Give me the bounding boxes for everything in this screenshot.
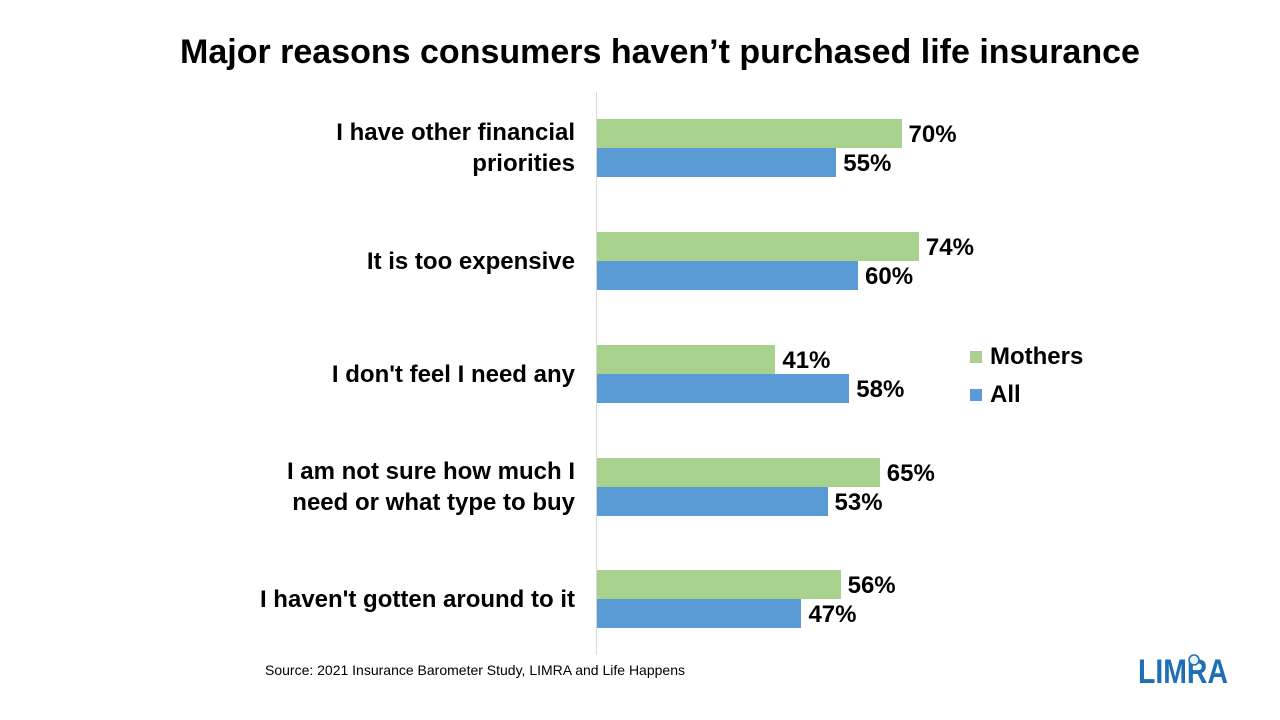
bar-all <box>597 374 850 403</box>
source-note: Source: 2021 Insurance Barometer Study, … <box>265 662 685 678</box>
legend-swatch-mothers <box>970 351 982 363</box>
bar-all <box>597 599 802 628</box>
category-axis-line <box>596 92 597 655</box>
limra-logo-mark: LIMRA <box>1138 653 1228 691</box>
category-label-line: priorities <box>472 150 575 177</box>
category-label: It is too expensive <box>195 246 575 277</box>
chart-title: Major reasons consumers haven’t purchase… <box>180 33 1140 71</box>
data-label-mothers: 41% <box>782 347 831 374</box>
category-label: I have other financial priorities <box>195 117 575 179</box>
data-label-all: 60% <box>865 263 914 290</box>
legend-label-mothers: Mothers <box>990 343 1084 370</box>
data-label-mothers: 65% <box>886 460 935 487</box>
data-label-mothers: 70% <box>908 121 957 148</box>
bar-mothers <box>597 458 880 487</box>
category-label: I am not sure how much I need or what typ… <box>195 456 575 518</box>
legend-swatch-all <box>970 389 982 401</box>
category-label: I haven't gotten around to it <box>195 584 575 615</box>
bar-mothers <box>597 119 902 148</box>
legend-item-mothers: Mothers <box>970 338 1083 376</box>
limra-logo-text: LIMRA <box>1138 653 1228 688</box>
bar-all <box>597 261 858 290</box>
data-label-all: 58% <box>856 376 905 403</box>
bar-mothers <box>597 232 919 261</box>
legend-item-all: All <box>970 376 1083 414</box>
data-label-all: 53% <box>834 489 883 516</box>
legend-label-all: All <box>990 381 1021 408</box>
limra-logo: LIMRA <box>1136 652 1232 693</box>
data-label-all: 47% <box>808 601 857 628</box>
category-label-line: need or what type to buy <box>292 489 575 516</box>
category-label: I don't feel I need any <box>195 359 575 390</box>
legend: Mothers All <box>970 338 1083 414</box>
bar-all <box>597 148 837 177</box>
data-label-mothers: 56% <box>847 572 896 599</box>
data-label-all: 55% <box>843 150 892 177</box>
category-label-line: I haven't gotten around to it <box>259 585 575 613</box>
data-label-mothers: 74% <box>925 234 974 261</box>
bar-mothers <box>597 345 776 374</box>
category-label-line: It is too expensive <box>366 247 575 275</box>
category-label-line: I have other financial <box>336 119 575 146</box>
category-label-line: I don't feel I need any <box>331 360 575 388</box>
logo-globe-icon <box>1188 654 1200 666</box>
bar-mothers <box>597 570 841 599</box>
bar-all <box>597 487 828 516</box>
category-label-line: I am not sure how much I <box>286 458 575 485</box>
